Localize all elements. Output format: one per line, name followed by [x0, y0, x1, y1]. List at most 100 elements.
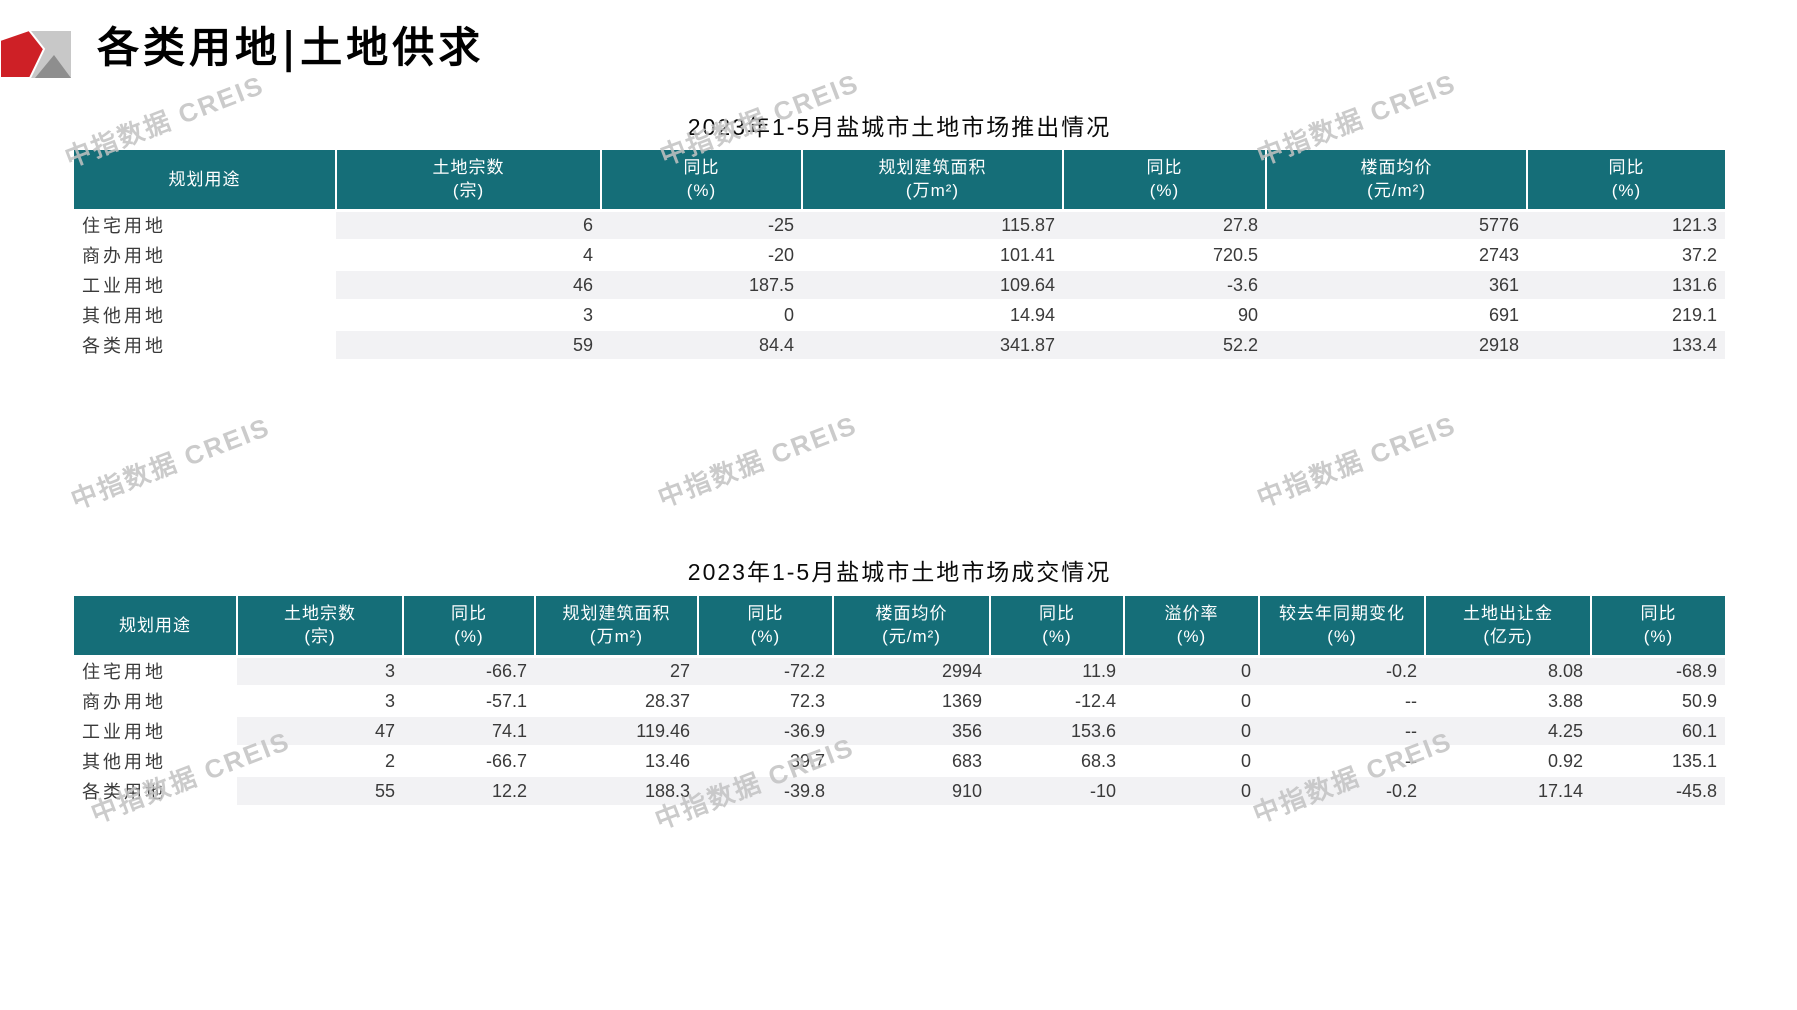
cell: 13.46: [535, 746, 698, 777]
transaction-table: 规划用途 土地宗数 (宗) 同比 (%) 规划建筑面积 (万m²) 同比 (%) 楼面均价 (元/m…: [74, 596, 1725, 807]
cell: 0: [1124, 686, 1259, 717]
cell: 4: [336, 240, 601, 271]
row-label: 工业用地: [74, 270, 336, 301]
row-label: 住宅用地: [74, 210, 336, 241]
cell: -57.1: [403, 686, 535, 717]
cell: 188.3: [535, 776, 698, 807]
row-label: 商办用地: [74, 686, 237, 717]
cell: 27.8: [1063, 210, 1266, 241]
supply-table-title: 2023年1-5月盐城市土地市场推出情况: [687, 114, 1112, 140]
column-header: 较去年同期变化 (%): [1259, 596, 1426, 658]
cell: -39.8: [698, 776, 833, 807]
column-header: 同比 (%): [1591, 596, 1725, 658]
watermark: 中指数据 CREIS: [653, 409, 862, 514]
cell: 109.64: [802, 270, 1063, 301]
cell: -25: [601, 210, 802, 241]
cell: 28.37: [535, 686, 698, 717]
cell: 720.5: [1063, 240, 1266, 271]
cell: 8.08: [1425, 656, 1591, 687]
table-row: 各类用地 55 12.2 188.3 -39.8 910 -10 0 -0.2 17.14 -45.…: [74, 776, 1725, 807]
cell: 74.1: [403, 716, 535, 747]
column-header: 同比 (%): [698, 596, 834, 658]
row-label: 其他用地: [74, 746, 237, 777]
cell: 0: [1124, 716, 1259, 747]
cell: -68.9: [1591, 656, 1725, 687]
cell: 356: [833, 716, 990, 747]
cell: 84.4: [601, 330, 802, 361]
cell: -20: [601, 240, 802, 271]
cell: 14.94: [802, 300, 1063, 331]
column-header: 同比 (%): [601, 150, 803, 212]
table-row: 各类用地 59 84.4 341.87 52.2 2918 133.4: [74, 330, 1725, 361]
watermark: 中指数据 CREIS: [1252, 409, 1461, 514]
cell: 47: [237, 716, 403, 747]
cell: -3.6: [1063, 270, 1266, 301]
cell: 46: [336, 270, 601, 301]
cell: 72.3: [698, 686, 833, 717]
transaction-table-title: 2023年1-5月盐城市土地市场成交情况: [687, 559, 1112, 585]
column-header: 土地出让金 (亿元): [1425, 596, 1592, 658]
cell: 37.2: [1527, 240, 1725, 271]
cell: --: [1259, 746, 1425, 777]
cell: 4.25: [1425, 716, 1591, 747]
cell: 50.9: [1591, 686, 1725, 717]
cell: 5776: [1266, 210, 1527, 241]
table-row: 其他用地 2 -66.7 13.46 39.7 683 68.3 0 -- 0.92 135.1: [74, 746, 1725, 777]
cell: -12.4: [990, 686, 1124, 717]
table-row: 商办用地 3 -57.1 28.37 72.3 1369 -12.4 0 -- 3.88 50.9: [74, 686, 1725, 717]
cell: 0: [1124, 746, 1259, 777]
column-header: 土地宗数 (宗): [237, 596, 404, 658]
cell: 0.92: [1425, 746, 1591, 777]
cell: -0.2: [1259, 776, 1425, 807]
column-header: 楼面均价 (元/m²): [1266, 150, 1528, 212]
cell: 3.88: [1425, 686, 1591, 717]
cell: 90: [1063, 300, 1266, 331]
cell: --: [1259, 686, 1425, 717]
cell: 910: [833, 776, 990, 807]
table-row: 工业用地 47 74.1 119.46 -36.9 356 153.6 0 -- 4.25 60.1: [74, 716, 1725, 747]
supply-table: 规划用途 土地宗数 (宗) 同比 (%) 规划建筑面积 (万m²) 同比 (%) 楼面均价 (元/m…: [74, 150, 1725, 361]
cell: 52.2: [1063, 330, 1266, 361]
column-header: 楼面均价 (元/m²): [833, 596, 991, 658]
row-label: 商办用地: [74, 240, 336, 271]
table-row: 商办用地 4 -20 101.41 720.5 2743 37.2: [74, 240, 1725, 271]
creis-logo-icon: [0, 28, 71, 79]
cell: 131.6: [1527, 270, 1725, 301]
column-header: 规划建筑面积 (万m²): [802, 150, 1064, 212]
column-header: 规划用途: [74, 150, 337, 212]
column-header: 同比 (%): [990, 596, 1125, 658]
cell: 68.3: [990, 746, 1124, 777]
cell: 11.9: [990, 656, 1124, 687]
cell: 3: [237, 656, 403, 687]
cell: -0.2: [1259, 656, 1425, 687]
table-row: 工业用地 46 187.5 109.64 -3.6 361 131.6: [74, 270, 1725, 301]
table-row: 其他用地 3 0 14.94 90 691 219.1: [74, 300, 1725, 331]
cell: -72.2: [698, 656, 833, 687]
cell: 341.87: [802, 330, 1063, 361]
cell: 0: [1124, 776, 1259, 807]
cell: 119.46: [535, 716, 698, 747]
cell: 2: [237, 746, 403, 777]
cell: 153.6: [990, 716, 1124, 747]
cell: 0: [601, 300, 802, 331]
cell: 187.5: [601, 270, 802, 301]
cell: 6: [336, 210, 601, 241]
cell: 2918: [1266, 330, 1527, 361]
cell: -10: [990, 776, 1124, 807]
cell: 1369: [833, 686, 990, 717]
cell: 691: [1266, 300, 1527, 331]
cell: 2994: [833, 656, 990, 687]
cell: 121.3: [1527, 210, 1725, 241]
cell: 361: [1266, 270, 1527, 301]
cell: 55: [237, 776, 403, 807]
column-header: 土地宗数 (宗): [336, 150, 602, 212]
cell: 60.1: [1591, 716, 1725, 747]
cell: 115.87: [802, 210, 1063, 241]
column-header: 同比 (%): [1527, 150, 1725, 212]
cell: --: [1259, 716, 1425, 747]
column-header: 同比 (%): [403, 596, 536, 658]
creis-logo: [0, 28, 71, 79]
header-row: 规划用途 土地宗数 (宗) 同比 (%) 规划建筑面积 (万m²) 同比 (%) 楼面均价 (元/m…: [74, 596, 1725, 658]
cell: 27: [535, 656, 698, 687]
